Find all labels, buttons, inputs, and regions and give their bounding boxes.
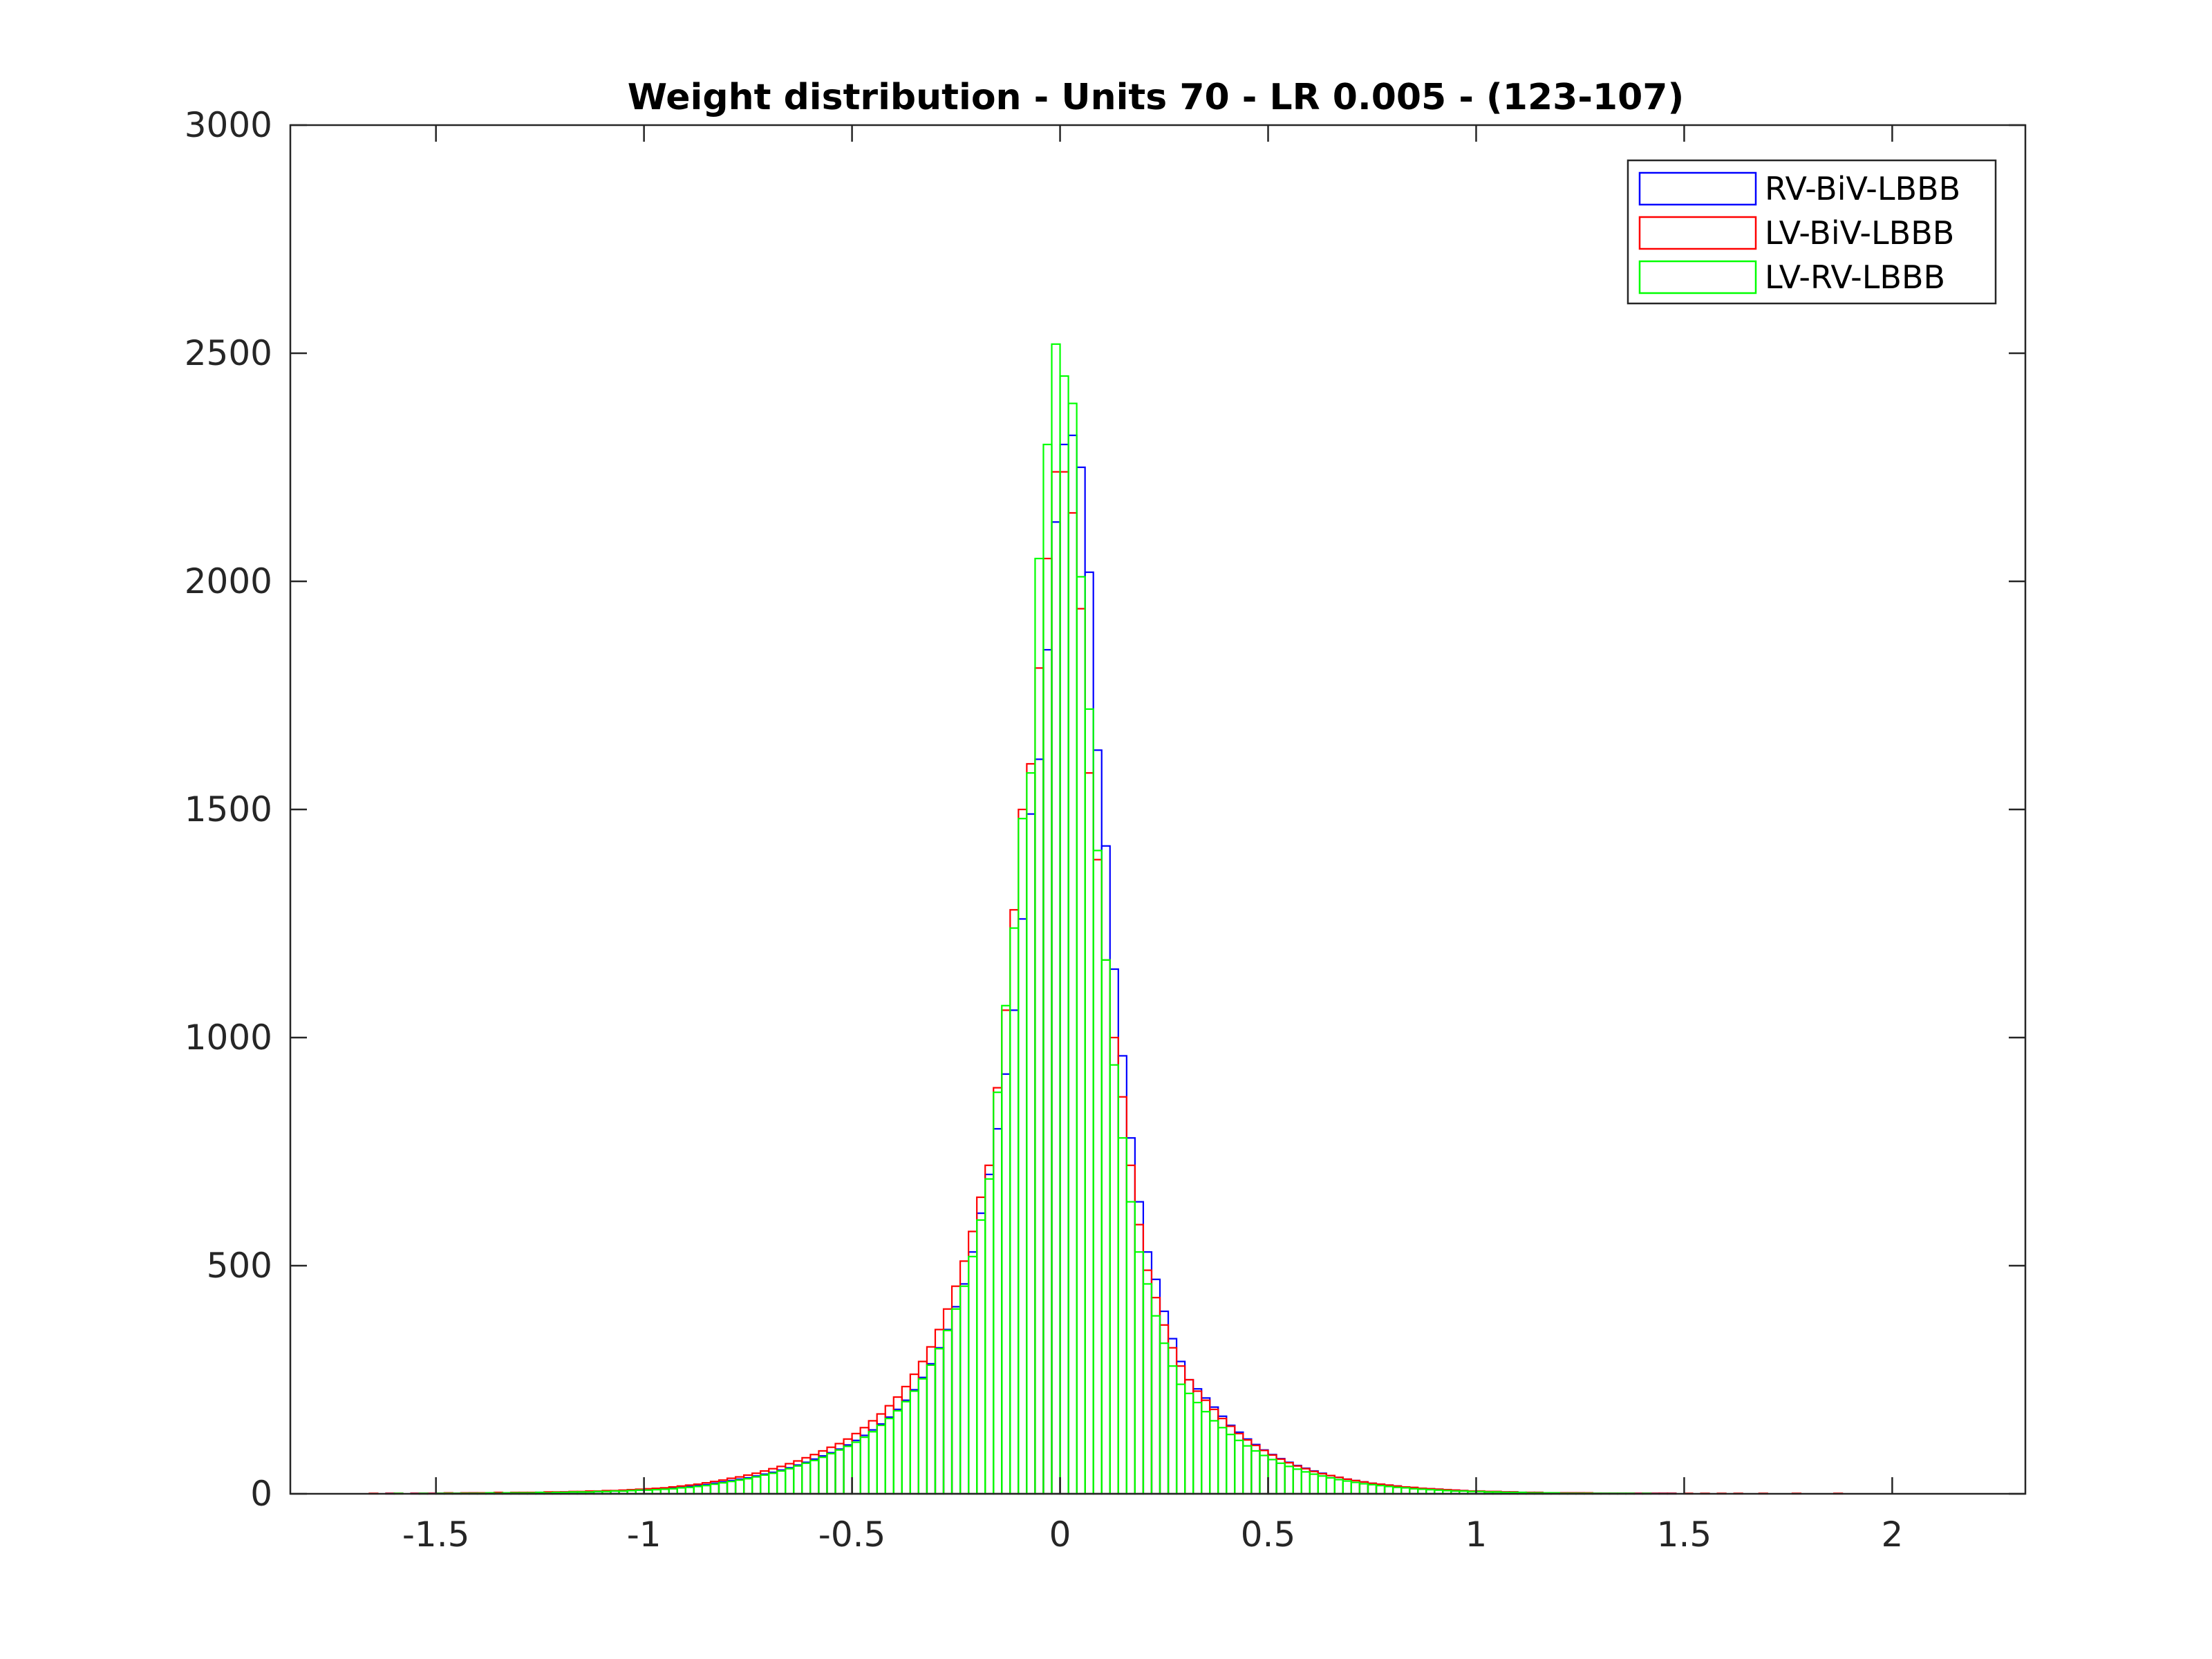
legend-swatch (1638, 260, 1757, 294)
legend-swatch (1638, 171, 1757, 206)
x-tick-label: 1.5 (1657, 1515, 1712, 1555)
legend-label: LV-BiV-LBBB (1765, 214, 1954, 252)
x-tick-label: -1 (627, 1515, 662, 1555)
x-tick-label: 0.5 (1241, 1515, 1296, 1555)
y-tick-label: 0 (250, 1474, 272, 1514)
y-tick-label: 3000 (185, 105, 272, 145)
y-tick-label: 1000 (185, 1018, 272, 1058)
legend-label: RV-BiV-LBBB (1765, 170, 1960, 207)
axis-ticks (290, 124, 2025, 1495)
x-tick-label: 1 (1465, 1515, 1488, 1555)
y-tick-label: 2000 (185, 561, 272, 601)
y-tick-label: 2500 (185, 333, 272, 373)
axis-tick-labels: -1.5 -1 -0.5 0 0.5 1 1.5 2 0 500 1000 1500 2000 2500 3… (185, 105, 1904, 1555)
x-tick-label: -0.5 (818, 1515, 886, 1555)
histogram-bars (368, 343, 1844, 1495)
y-tick-label: 500 (207, 1246, 272, 1286)
y-tick-label: 1500 (185, 789, 272, 830)
x-tick-label: -1.5 (402, 1515, 470, 1555)
legend-box (1627, 159, 1997, 305)
x-tick-label: 0 (1049, 1515, 1071, 1555)
x-tick-label: 2 (1881, 1515, 1903, 1555)
legend-label: LV-RV-LBBB (1765, 259, 1945, 296)
chart-title: Weight distribution - Units 70 - LR 0.00… (628, 77, 1684, 118)
legend-swatch (1638, 216, 1757, 250)
legend: RV-BiV-LBBB LV-BiV-LBBB LV-RV-LBBB (1627, 159, 1997, 305)
